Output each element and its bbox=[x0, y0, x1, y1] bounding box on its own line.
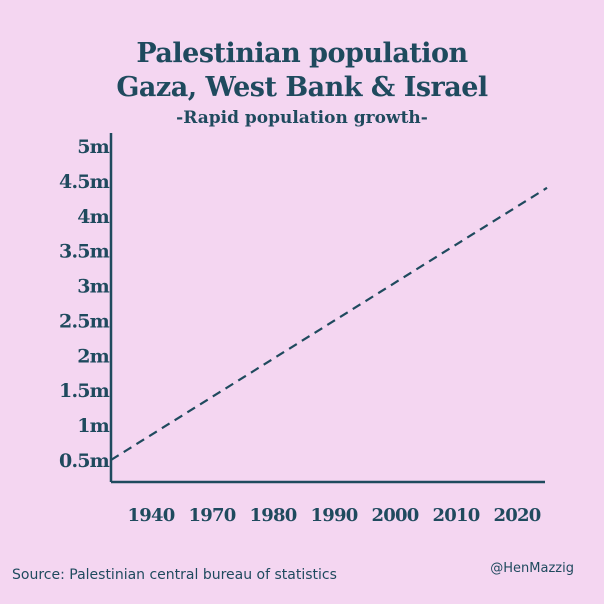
series-line bbox=[110, 186, 548, 461]
chart-title: Palestinian population bbox=[136, 38, 468, 69]
y-tick-label: 3.5m bbox=[59, 241, 110, 263]
y-tick-label: 2m bbox=[77, 345, 109, 367]
x-tick-label: 2020 bbox=[494, 505, 541, 526]
y-tick-label: 5m bbox=[77, 136, 109, 158]
y-tick-label: 4m bbox=[77, 206, 109, 228]
y-tick-label: 1.5m bbox=[59, 380, 110, 402]
chart-subtitle: -Rapid population growth- bbox=[176, 108, 428, 128]
y-tick-label: 1m bbox=[77, 415, 109, 437]
chart-title-line2: Gaza, West Bank & Israel bbox=[116, 72, 488, 103]
y-tick-label: 3m bbox=[77, 276, 109, 298]
y-tick-label: 0.5m bbox=[59, 450, 110, 472]
source-note: Source: Palestinian central bureau of st… bbox=[12, 567, 337, 583]
y-tick-label: 4.5m bbox=[59, 171, 110, 193]
x-tick-label: 1990 bbox=[311, 505, 358, 526]
y-tick-label: 2.5m bbox=[59, 310, 110, 332]
x-tick-label: 1980 bbox=[250, 505, 297, 526]
x-tick-label: 1940 bbox=[128, 505, 175, 526]
x-tick-label: 2010 bbox=[433, 505, 480, 526]
x-tick-label: 1970 bbox=[189, 505, 236, 526]
credit-handle: @HenMazzig bbox=[490, 561, 574, 576]
x-tick-label: 2000 bbox=[372, 505, 419, 526]
